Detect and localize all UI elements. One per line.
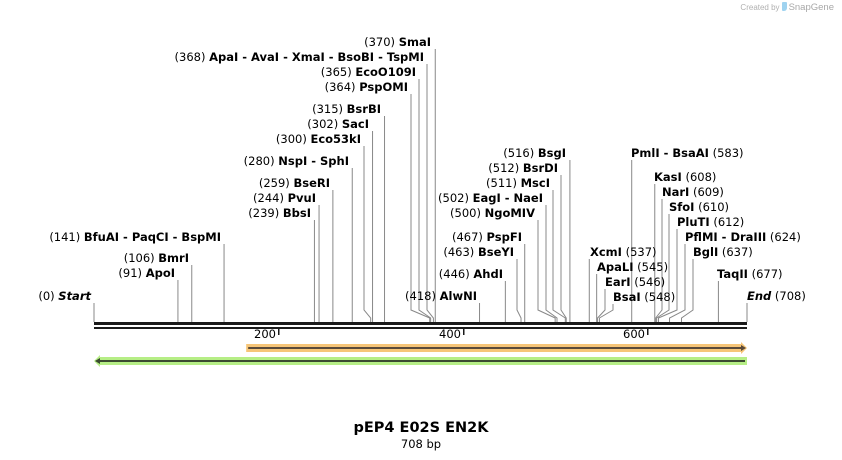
site-label-bsgi[interactable]: (516) BsgI [503, 146, 566, 160]
site-label-apai[interactable]: (368) ApaI - AvaI - XmaI - BsoBI - TspMI [175, 50, 424, 64]
feature-core [100, 360, 745, 362]
site-connector-psppomi [410, 94, 431, 322]
site-label-taqii[interactable]: TaqII (677) [717, 267, 783, 281]
site-connector-apai [426, 64, 434, 322]
site-label-eco0109i[interactable]: (365) EcoO109I [321, 65, 416, 79]
green-feature[interactable] [94, 355, 747, 367]
sequence-backbone [94, 322, 747, 329]
site-label-sfoi[interactable]: SfoI (610) [669, 200, 729, 214]
construct-title: pEP4 E02S EN2K [353, 420, 489, 436]
site-connector-pflmi [669, 244, 686, 322]
scale-tick [463, 329, 465, 335]
site-label-psppomi[interactable]: (364) PspOMI [325, 80, 408, 94]
site-label-start[interactable]: (0) Start [38, 289, 91, 303]
site-label-xcmi[interactable]: XcmI (537) [590, 245, 657, 259]
arrow-left-icon [95, 358, 100, 364]
site-label-bgli[interactable]: BglI (637) [693, 245, 753, 259]
site-label-bsrbi[interactable]: (315) BsrBI [312, 102, 381, 116]
site-label-pspfi[interactable]: (467) PspFI [452, 230, 522, 244]
site-label-smai[interactable]: (370) SmaI [364, 35, 431, 49]
site-connector-ngomiv [537, 220, 556, 322]
site-connector-nari [655, 199, 663, 322]
feature-core [248, 347, 742, 349]
site-label-bmri[interactable]: (106) BmrI [124, 251, 189, 265]
site-connector-msci [552, 190, 566, 322]
site-connector-eco53ki [363, 146, 372, 322]
credit-prefix: Created by [740, 3, 780, 12]
site-label-apoi[interactable]: (91) ApoI [118, 266, 175, 280]
site-label-apali[interactable]: ApaLI (545) [597, 260, 668, 274]
site-label-saci[interactable]: (302) SacI [307, 117, 369, 131]
site-connector-eagi [545, 205, 558, 322]
scale-tick-label: 600 [623, 327, 645, 341]
site-label-bsrdi[interactable]: (512) BsrDI [488, 161, 558, 175]
backbone-bottom-strand [94, 327, 747, 329]
credit-brand: SnapGene [788, 2, 834, 13]
scale-tick-label: 400 [439, 327, 461, 341]
site-connector-bgli [681, 259, 694, 322]
site-label-nari[interactable]: NarI (609) [662, 185, 724, 199]
site-label-bfuai[interactable]: (141) BfuAI - PaqCI - BspMI [49, 230, 221, 244]
site-connector-sfoi [656, 214, 670, 322]
feature-arrows [94, 342, 748, 367]
backbone-top-strand [94, 322, 747, 325]
site-label-kasi[interactable]: KasI (608) [654, 170, 716, 184]
scale-tick-label: 200 [254, 327, 276, 341]
site-connector-eari [597, 289, 606, 322]
scale-tick [278, 329, 280, 335]
site-label-bseyi[interactable]: (463) BseYI [443, 245, 514, 259]
construct-length: 708 bp [400, 437, 442, 451]
site-connector-pluti [657, 229, 678, 322]
scale-ticks: 200 400 600 [254, 327, 649, 341]
scale-tick [647, 329, 649, 335]
site-connector-eco0109i [418, 79, 432, 322]
site-label-pluti[interactable]: PluTI (612) [677, 215, 744, 229]
site-label-ngomiv[interactable]: (500) NgoMIV [450, 206, 535, 220]
site-label-msci[interactable]: (511) MscI [486, 176, 550, 190]
site-label-bsai[interactable]: BsaI (548) [613, 290, 675, 304]
site-label-alwni[interactable]: (418) AlwNI [405, 289, 477, 303]
site-connector-lines [93, 49, 748, 322]
site-label-ahdi[interactable]: (446) AhdI [439, 267, 503, 281]
site-connector-bsrdi [560, 175, 567, 322]
site-label-end[interactable]: End (708) [747, 289, 806, 303]
orange-feature[interactable] [246, 342, 748, 354]
site-label-eco53ki[interactable]: (300) Eco53kI [276, 132, 361, 146]
restriction-site-labels: (0) Start (91) ApoI(106) BmrI (141) BfuAI … [38, 35, 806, 304]
arrow-right-icon [741, 345, 746, 351]
site-label-pflmi[interactable]: PflMI - DraIII (624) [685, 230, 801, 244]
snapgene-logo-icon [781, 2, 787, 11]
site-label-bseri[interactable]: (259) BseRI [259, 176, 330, 190]
snapgene-credit: Created by SnapGene [740, 2, 834, 13]
site-connector-bseyi [516, 259, 522, 322]
site-label-bbsi[interactable]: (239) BbsI [248, 206, 311, 220]
site-label-pvui[interactable]: (244) PvuI [253, 191, 316, 205]
site-connector-bsai [598, 304, 614, 322]
site-label-pmli[interactable]: PmlI - BsaAI (583) [631, 146, 744, 160]
site-label-eari[interactable]: EarI (546) [605, 275, 665, 289]
site-label-nspi[interactable]: (280) NspI - SphI [244, 154, 349, 168]
site-label-eagi[interactable]: (502) EagI - NaeI [438, 191, 543, 205]
